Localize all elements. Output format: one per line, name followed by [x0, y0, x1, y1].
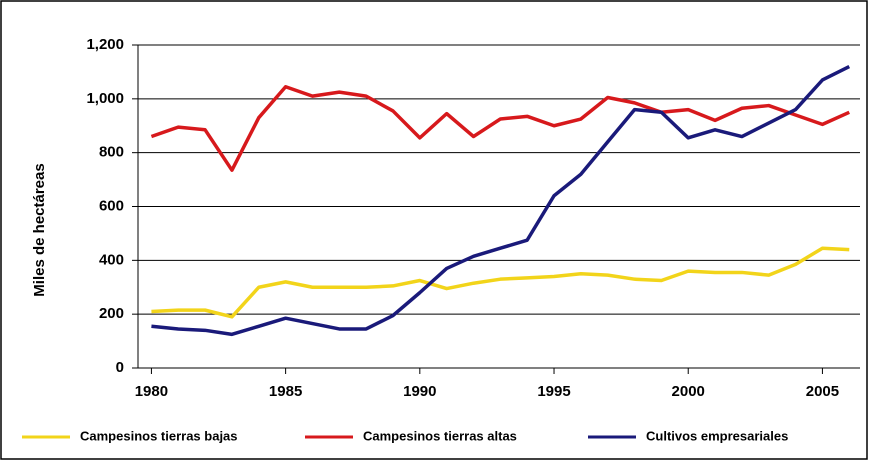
x-tick-label: 1995: [537, 383, 570, 400]
legend-label: Campesinos tierras altas: [363, 428, 517, 443]
x-tick-label: 1990: [403, 383, 436, 400]
y-tick-label: 1,200: [86, 36, 124, 53]
y-tick-label: 200: [99, 305, 124, 322]
series-line: [151, 64, 851, 337]
x-tick-label: 1985: [269, 383, 302, 400]
y-axis-label: Miles de hectáreas: [31, 163, 48, 296]
series-line: [150, 84, 850, 172]
y-tick-label: 600: [99, 197, 124, 214]
series-line: [151, 246, 850, 319]
x-tick-label: 2000: [672, 383, 705, 400]
x-tick-label: 2005: [806, 383, 839, 400]
x-tick-label: 1980: [135, 383, 168, 400]
y-tick-label: 400: [99, 251, 124, 268]
y-tick-label: 0: [116, 359, 124, 376]
y-tick-label: 1,000: [86, 90, 124, 107]
legend-label: Campesinos tierras bajas: [80, 428, 238, 443]
legend-label: Cultivos empresariales: [646, 428, 788, 443]
y-tick-label: 800: [99, 144, 124, 161]
